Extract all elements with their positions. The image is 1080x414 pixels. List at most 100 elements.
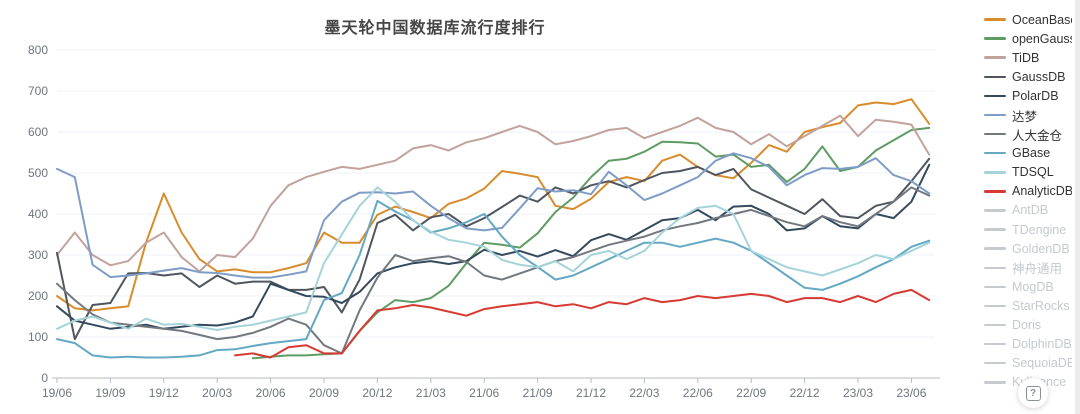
legend-swatch <box>984 228 1006 231</box>
legend-label: GBase <box>1012 146 1051 161</box>
legend-swatch <box>984 209 1006 212</box>
legend-item-TDSQL[interactable]: TDSQL <box>984 163 1072 182</box>
legend-item-人大金仓[interactable]: 人大金仓 <box>984 125 1072 144</box>
legend-swatch <box>984 18 1006 21</box>
legend-label: GaussDB <box>1012 69 1066 84</box>
legend-label: AnalyticDB <box>1012 184 1072 199</box>
legend-label: GoldenDB <box>1012 241 1070 256</box>
y-axis-tick-label: 300 <box>28 248 48 262</box>
series-line-AnalyticDB <box>234 288 931 359</box>
series-line-GBase <box>56 199 931 359</box>
chart-canvas: 0 100 200 300 400 500 600 700 800 19/06 19/09 19/12… <box>28 43 940 400</box>
series-line-TDSQL <box>56 186 931 331</box>
series-line-人大金仓 <box>56 186 931 355</box>
legend-swatch <box>984 247 1006 250</box>
legend-item-GoldenDB[interactable]: GoldenDB <box>984 239 1072 258</box>
legend-item-达梦[interactable]: 达梦 <box>984 105 1072 124</box>
legend-item-OceanBase[interactable]: OceanBase <box>984 10 1072 29</box>
legend-swatch <box>984 190 1006 193</box>
help-button[interactable]: ? <box>1018 378 1048 408</box>
legend-item-PolarDB[interactable]: PolarDB <box>984 86 1072 105</box>
legend-swatch <box>984 37 1006 40</box>
y-axis-tick-label: 500 <box>28 166 48 180</box>
x-axis-tick-label: 21/03 <box>416 386 446 400</box>
legend-label: Doris <box>1012 318 1042 333</box>
legend-label: TDSQL <box>1012 165 1054 180</box>
legend-label: StarRocks <box>1012 298 1070 313</box>
y-axis-tick-label: 700 <box>28 84 48 98</box>
x-axis-tick-label: 22/06 <box>683 386 713 400</box>
legend-item-openGauss[interactable]: openGauss <box>984 29 1072 48</box>
x-axis-tick-label: 22/09 <box>736 386 766 400</box>
y-axis-tick-label: 200 <box>28 289 48 303</box>
chart-legend: OceanBase openGauss TiDB GaussDB PolarDB 达梦人大… <box>984 10 1072 392</box>
legend-label: openGauss <box>1012 31 1072 46</box>
legend-item-StarRocks[interactable]: StarRocks <box>984 296 1072 315</box>
legend-swatch <box>984 171 1006 174</box>
legend-swatch <box>984 113 1006 117</box>
legend-label: 达梦 <box>1012 109 1038 124</box>
legend-item-GaussDB[interactable]: GaussDB <box>984 67 1072 86</box>
legend-label: DolphinDB <box>1012 337 1072 352</box>
x-axis-tick-label: 19/06 <box>42 386 72 400</box>
legend-item-SequoiaDB[interactable]: SequoiaDB <box>984 354 1072 373</box>
legend-swatch <box>984 94 1006 98</box>
series-line-PolarDB <box>56 163 931 330</box>
x-axis-tick-label: 22/12 <box>790 386 820 400</box>
y-axis-tick-label: 100 <box>28 330 48 344</box>
legend-swatch <box>984 304 1006 308</box>
series-line-GaussDB <box>56 157 931 341</box>
y-axis-tick-label: 400 <box>28 207 48 221</box>
legend-label: TiDB <box>1012 50 1040 65</box>
legend-label: SequoiaDB <box>1012 356 1072 371</box>
legend-swatch <box>984 285 1006 289</box>
legend-item-TiDB[interactable]: TiDB <box>984 48 1072 67</box>
question-mark-icon: ? <box>1025 385 1041 401</box>
y-axis-tick-label: 800 <box>28 43 48 57</box>
legend-label: OceanBase <box>1012 12 1072 27</box>
legend-swatch <box>984 75 1006 79</box>
x-axis-tick-label: 20/06 <box>256 386 286 400</box>
legend-swatch <box>984 151 1006 155</box>
legend-item-MogDB[interactable]: MogDB <box>984 277 1072 296</box>
x-axis-tick-label: 20/09 <box>309 386 339 400</box>
legend-item-Doris[interactable]: Doris <box>984 316 1072 335</box>
legend-swatch <box>984 132 1006 136</box>
legend-label: TDengine <box>1012 222 1067 237</box>
x-axis-tick-label: 23/03 <box>843 386 873 400</box>
legend-item-AnalyticDB[interactable]: AnalyticDB <box>984 182 1072 201</box>
x-axis-tick-label: 21/09 <box>523 386 553 400</box>
legend-swatch <box>984 361 1006 365</box>
legend-swatch <box>984 56 1006 59</box>
chart-title: 墨天轮中国数据库流行度排行 <box>324 20 546 37</box>
series-line-达梦 <box>56 152 931 279</box>
legend-swatch <box>984 323 1006 327</box>
series-line-TiDB <box>56 114 931 273</box>
x-axis-tick-label: 23/06 <box>896 386 926 400</box>
x-axis-tick-label: 20/12 <box>362 386 392 400</box>
legend-label: PolarDB <box>1012 88 1059 103</box>
legend-label: MogDB <box>1012 279 1054 294</box>
legend-swatch <box>984 342 1006 346</box>
legend-item-GBase[interactable]: GBase <box>984 144 1072 163</box>
x-axis-tick-label: 21/12 <box>576 386 606 400</box>
legend-label: AntDB <box>1012 203 1049 218</box>
x-axis-tick-label: 22/03 <box>629 386 659 400</box>
y-axis-tick-label: 0 <box>41 371 48 385</box>
legend-swatch <box>984 266 1006 270</box>
x-axis-tick-label: 19/09 <box>95 386 125 400</box>
x-axis-tick-label: 20/03 <box>202 386 232 400</box>
y-axis-tick-label: 600 <box>28 125 48 139</box>
legend-item-AntDB[interactable]: AntDB <box>984 201 1072 220</box>
legend-item-神舟通用[interactable]: 神舟通用 <box>984 258 1072 277</box>
legend-item-DolphinDB[interactable]: DolphinDB <box>984 335 1072 354</box>
x-axis-tick-label: 19/12 <box>149 386 179 400</box>
legend-label: 神舟通用 <box>1012 262 1063 277</box>
legend-label: 人大金仓 <box>1012 128 1063 143</box>
series-line-OceanBase <box>56 98 931 312</box>
scrollbar[interactable] <box>1075 0 1080 414</box>
x-axis-tick-label: 21/06 <box>469 386 499 400</box>
legend-item-TDengine[interactable]: TDengine <box>984 220 1072 239</box>
legend-swatch <box>984 381 1006 384</box>
